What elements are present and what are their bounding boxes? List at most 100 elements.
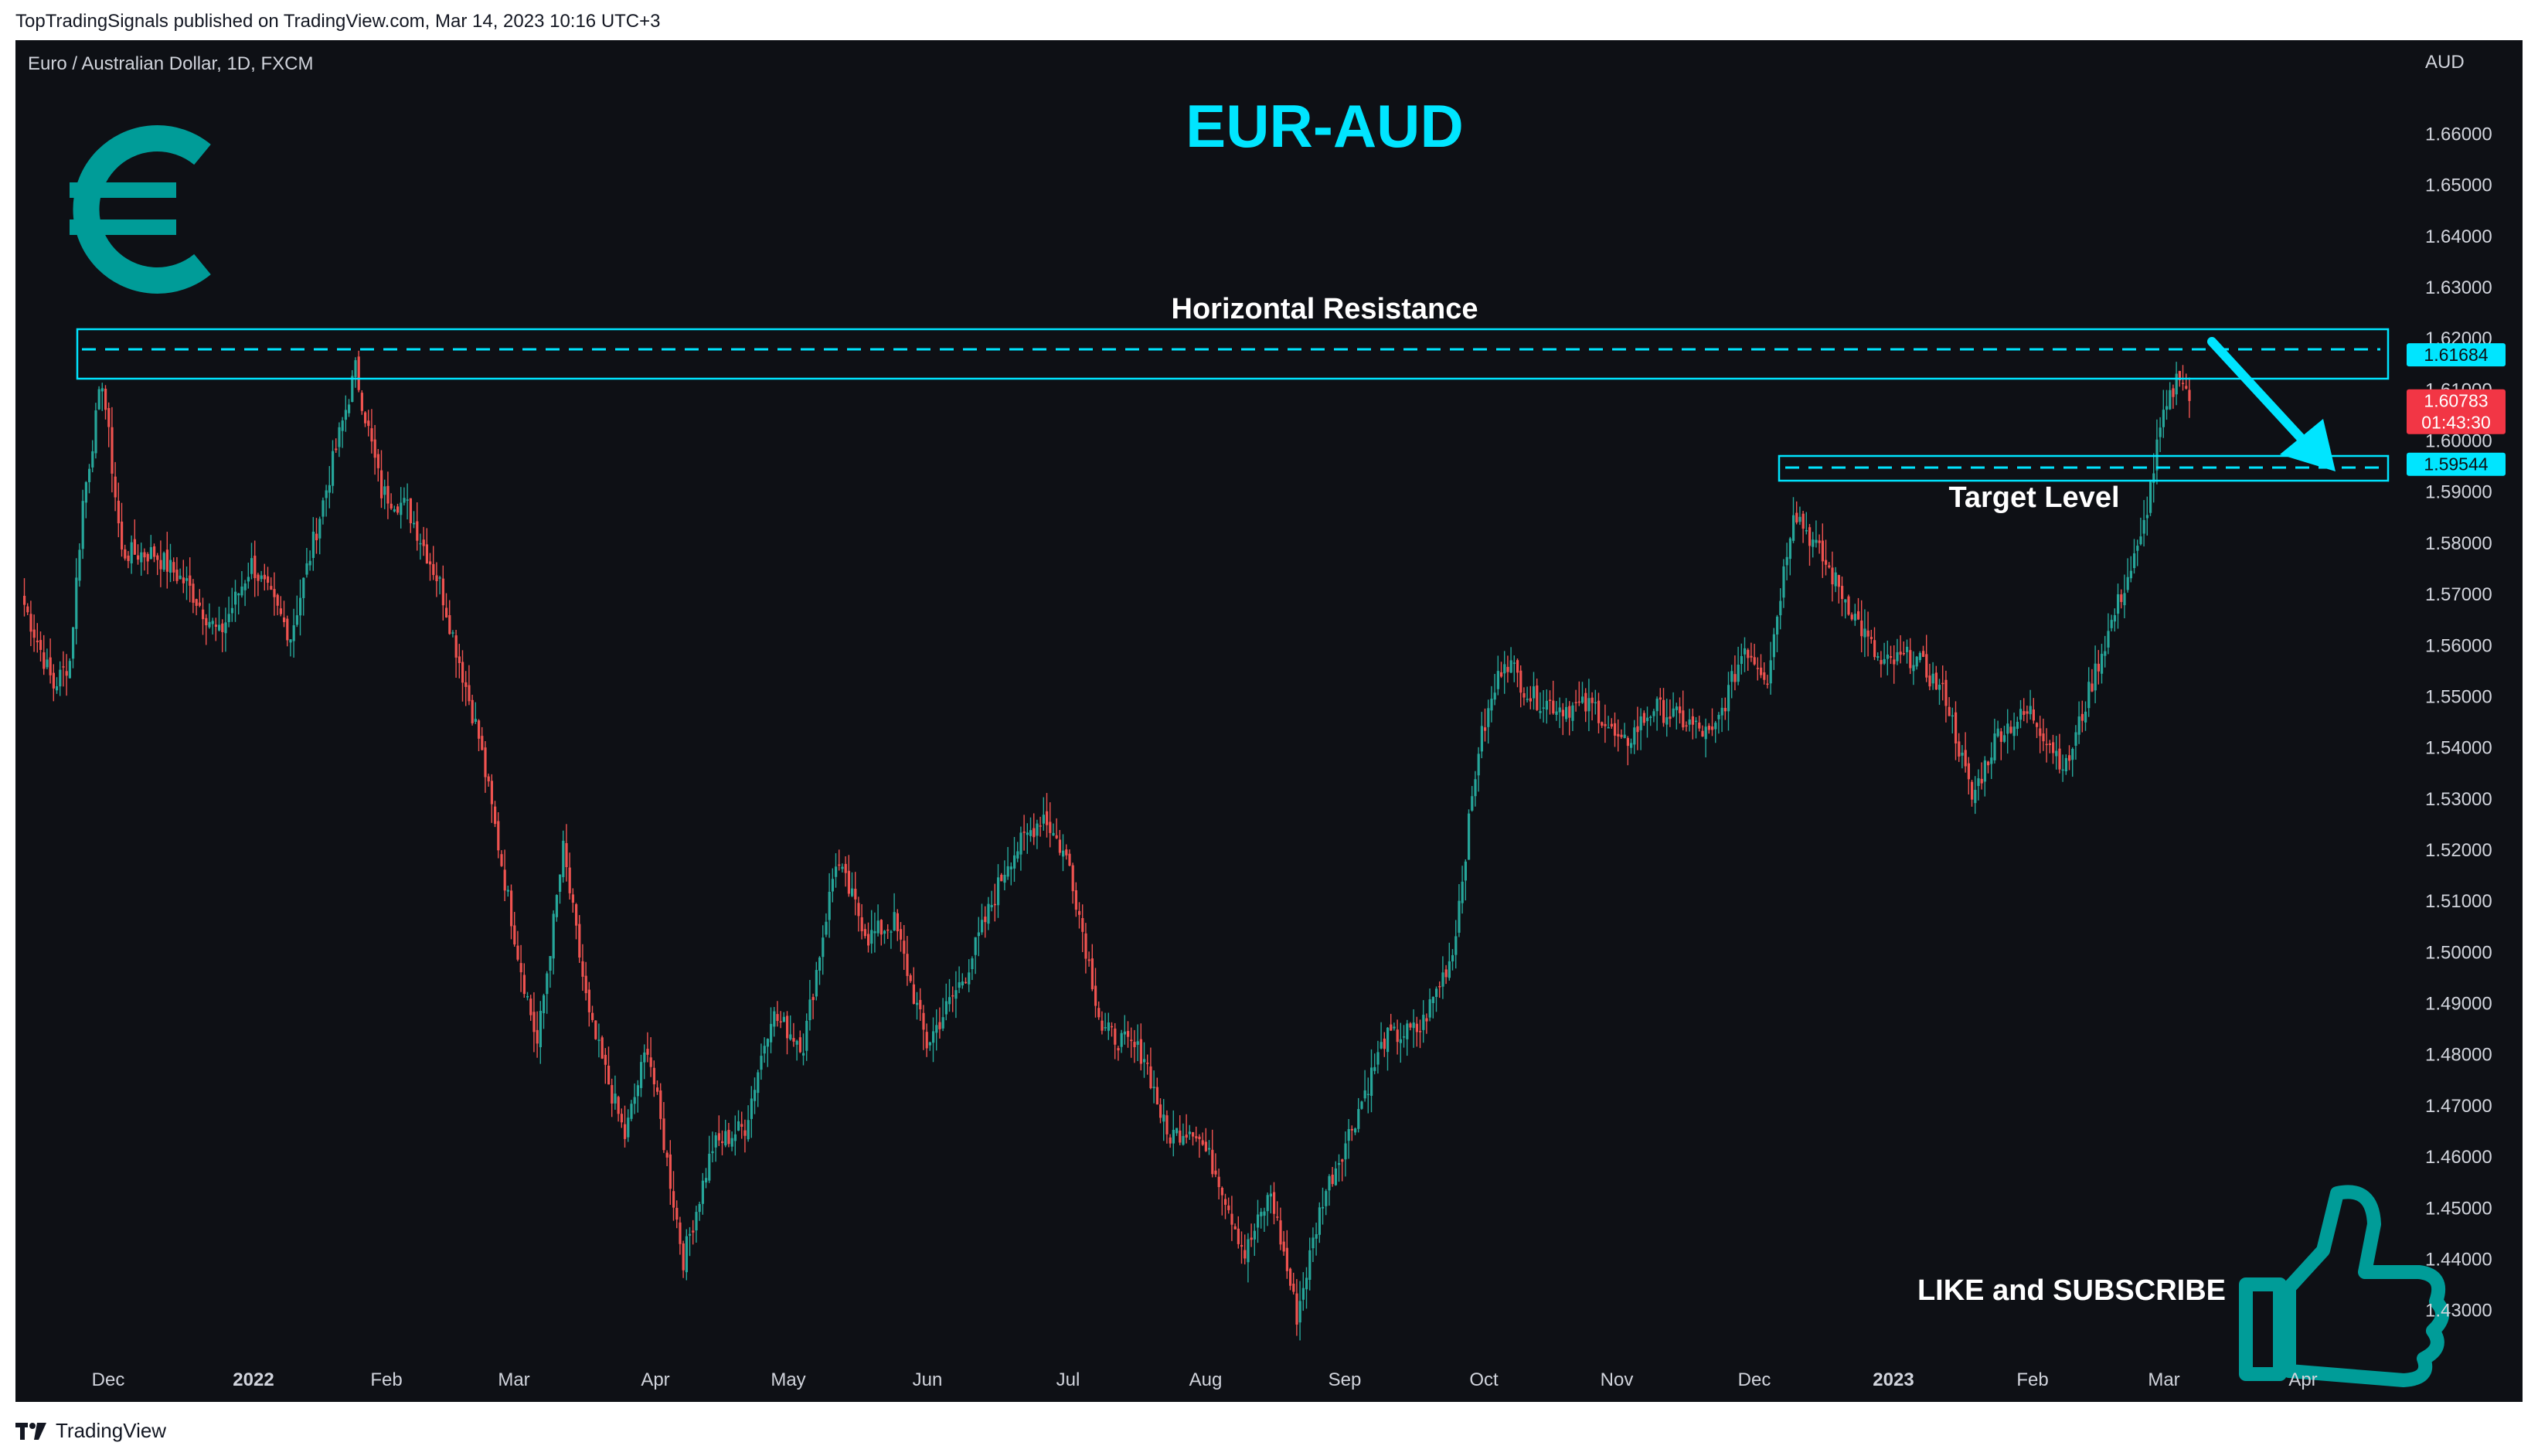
candle-body: [227, 614, 230, 622]
candle-body: [117, 500, 120, 524]
candle-body: [1169, 1137, 1172, 1144]
candle-body: [36, 640, 39, 643]
candle-body: [111, 427, 114, 474]
candle-body: [1074, 890, 1077, 910]
candle-body: [159, 560, 162, 570]
candle-body: [1039, 825, 1042, 827]
candle-body: [1733, 674, 1737, 682]
x-tick-label: Sep: [1329, 1369, 1362, 1390]
candle-body: [1909, 650, 1912, 668]
candle-body: [1438, 985, 1441, 988]
candle-body: [1542, 707, 1545, 709]
resistance-zone[interactable]: [76, 328, 2390, 380]
candle-body: [1490, 699, 1493, 711]
candle-body: [376, 454, 379, 468]
candle-body: [944, 1001, 947, 1015]
candle-body: [1338, 1163, 1341, 1165]
candle-body: [1571, 705, 1574, 721]
candle-body: [1620, 734, 1623, 737]
candle-body: [750, 1098, 753, 1119]
x-tick-label: 2023: [1873, 1369, 1914, 1390]
candle-body: [2048, 743, 2051, 746]
candle-body: [627, 1118, 630, 1138]
candle-body: [2149, 481, 2152, 513]
candle-body: [396, 506, 400, 513]
time-axis[interactable]: Dec 2022 Feb Mar Apr May Jun Jul Aug Sep Oct Nov Dec…: [92, 1369, 2318, 1390]
chart-area[interactable]: Horizontal Resistance Target Level EUR-A…: [15, 40, 2523, 1402]
x-tick-label: 2022: [233, 1369, 274, 1390]
candle-body: [1143, 1059, 1146, 1063]
candle-body: [205, 617, 208, 626]
candle-body: [1717, 715, 1720, 719]
candle-body: [2165, 406, 2169, 410]
candle-body: [1707, 726, 1710, 730]
candle-body: [289, 639, 292, 643]
candle-body: [1744, 648, 1747, 655]
publish-header: TopTradingSignals published on TradingVi…: [0, 0, 2538, 40]
candle-body: [1847, 596, 1850, 615]
candle-body: [149, 547, 152, 560]
candle-body: [1347, 1129, 1350, 1141]
candle-body: [617, 1097, 620, 1114]
target-zone[interactable]: [1778, 454, 2390, 482]
candle-body: [2058, 748, 2061, 770]
candle-body: [1237, 1228, 1240, 1244]
candle-body: [822, 937, 825, 958]
candle-body: [1545, 700, 1548, 710]
candle-body: [870, 930, 873, 944]
candle-body: [1240, 1245, 1243, 1247]
candle-body: [1581, 696, 1584, 703]
resistance-price-badge-label: 1.61684: [2424, 345, 2488, 365]
candle-body: [568, 867, 571, 893]
candle-body: [1318, 1207, 1321, 1235]
price-axis[interactable]: AUD 1.660001.650001.640001.630001.620001…: [2425, 52, 2492, 1322]
candle-body: [127, 555, 130, 561]
candle-body: [656, 1087, 659, 1092]
candle-body: [1880, 659, 1883, 665]
candle-body: [1412, 1022, 1415, 1029]
candle-body: [1675, 706, 1678, 710]
candle-body: [805, 1020, 808, 1051]
candle-body: [740, 1124, 743, 1128]
candle-body: [961, 981, 964, 986]
candle-body: [1876, 656, 1880, 658]
candle-body: [29, 614, 32, 632]
candle-body: [311, 531, 315, 558]
candle-body: [1136, 1041, 1139, 1045]
candle-body: [146, 553, 149, 562]
candle-body: [802, 1053, 805, 1056]
candle-body: [863, 929, 866, 937]
candle-body: [733, 1134, 737, 1141]
candle-body: [81, 501, 84, 549]
candle-body: [1948, 706, 1951, 716]
candle-body: [1406, 1023, 1409, 1039]
tradingview-label: TradingView: [56, 1419, 167, 1442]
candle-body: [1691, 716, 1694, 725]
tradingview-brand[interactable]: TradingView: [15, 1419, 166, 1443]
candle-body: [529, 998, 532, 1015]
candle-body: [267, 576, 270, 583]
candle-body: [841, 866, 844, 869]
candle-body: [685, 1236, 688, 1273]
candle-body: [909, 975, 912, 981]
candle-body: [130, 542, 133, 563]
candle-body: [2159, 427, 2162, 437]
candle-body: [2061, 769, 2064, 771]
candle-body: [2101, 653, 2104, 674]
thumbs-up-icon[interactable]: [2239, 1185, 2449, 1387]
candle-body: [1711, 726, 1714, 730]
candle-body: [1029, 830, 1033, 836]
candle-body: [922, 1012, 925, 1030]
candle-body: [214, 624, 217, 628]
candle-body: [2139, 536, 2142, 545]
candle-body: [1172, 1129, 1175, 1144]
candle-body: [315, 533, 318, 541]
candle-body: [1175, 1128, 1179, 1134]
candle-body: [854, 888, 857, 900]
candle-body: [893, 912, 896, 931]
candle-body: [1253, 1230, 1256, 1240]
candle-body: [318, 519, 322, 539]
candle-body: [630, 1104, 633, 1119]
symbol-info: Euro / Australian Dollar, 1D, FXCM: [28, 53, 313, 74]
candle-body: [1308, 1250, 1312, 1281]
